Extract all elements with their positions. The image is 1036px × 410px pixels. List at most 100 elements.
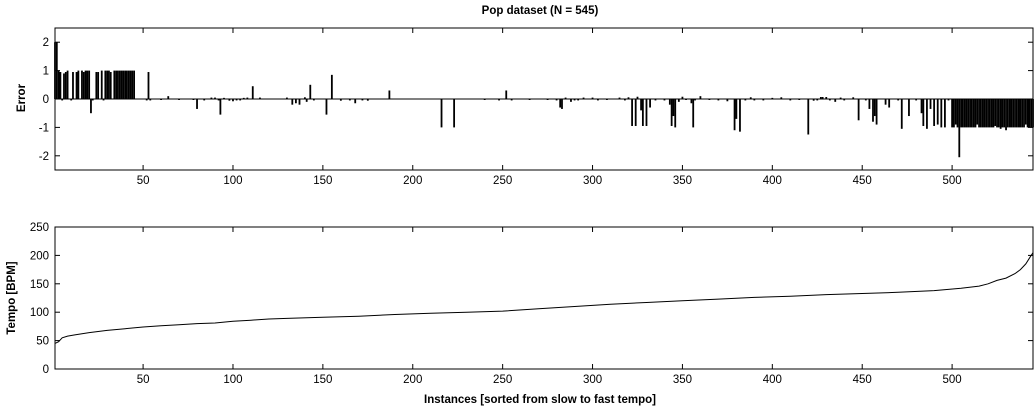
error-bar	[834, 99, 837, 102]
error-bar	[994, 99, 997, 126]
error-bar	[196, 99, 198, 109]
error-bar	[582, 97, 585, 99]
tempo-x-tick-label: 150	[313, 374, 332, 386]
tempo-y-tick-label: 0	[43, 364, 49, 376]
error-bar	[726, 99, 729, 102]
error-bar	[677, 99, 680, 102]
error-x-tick-label: 100	[223, 175, 242, 187]
error-bar	[825, 97, 828, 99]
error-plot: 50 100 150 200 250 300 350 400 450 500 -2 -1 0 1 2	[39, 27, 1034, 187]
error-x-tick-label: 250	[493, 175, 512, 187]
error-bar	[936, 99, 939, 125]
error-bar	[997, 99, 1000, 128]
error-bar	[104, 70, 107, 99]
tempo-y-tick-label: 200	[30, 250, 49, 262]
error-bar	[1008, 99, 1011, 128]
error-bar	[1023, 99, 1025, 128]
error-bar	[561, 99, 563, 109]
error-bar	[933, 99, 936, 126]
error-bar	[178, 99, 180, 100]
error-bar	[812, 99, 815, 101]
error-bar	[564, 97, 567, 99]
error-bar	[1010, 99, 1013, 128]
error-bar	[91, 99, 94, 101]
error-bar	[868, 99, 871, 109]
error-bar	[1001, 99, 1004, 128]
error-bar	[75, 72, 78, 99]
error-bar	[875, 99, 878, 125]
error-bar	[259, 97, 261, 99]
error-bar	[839, 97, 842, 99]
tempo-x-tick-label: 350	[673, 374, 692, 386]
error-bar	[57, 70, 60, 99]
error-bar	[606, 99, 608, 100]
error-bar	[699, 96, 702, 99]
error-bar	[640, 99, 642, 111]
error-bar	[816, 99, 819, 101]
error-bar	[645, 99, 648, 126]
error-y-tick-label: 2	[43, 37, 49, 49]
error-bar	[789, 99, 792, 101]
error-bar	[570, 99, 572, 102]
error-bar	[55, 42, 58, 99]
error-bar	[440, 99, 443, 128]
error-bar	[641, 99, 644, 126]
error-x-tick-label: 450	[853, 175, 872, 187]
error-bar	[672, 99, 675, 117]
error-bar	[819, 97, 822, 99]
error-bar	[77, 70, 80, 99]
tempo-x-tick-label: 500	[943, 374, 962, 386]
error-bar	[84, 70, 87, 99]
error-bar	[681, 96, 684, 99]
error-bar	[915, 99, 918, 101]
error-bar	[348, 99, 351, 101]
error-bar	[992, 99, 995, 128]
error-bar	[106, 70, 109, 99]
error-bar	[976, 99, 979, 125]
error-bar	[59, 72, 62, 99]
error-bar	[498, 99, 500, 101]
error-bar	[122, 70, 125, 99]
error-bar	[1006, 99, 1009, 128]
error-x-tick-label: 50	[137, 175, 150, 187]
error-y-tick-label: 0	[43, 94, 49, 106]
error-bar	[97, 72, 100, 99]
tempo-y-axis-label: Tempo [BPM]	[6, 261, 18, 334]
error-bar	[102, 99, 105, 101]
error-bar	[1014, 99, 1016, 128]
error-bar	[591, 97, 594, 99]
error-y-tick-label: 1	[43, 66, 49, 78]
error-bar	[366, 99, 369, 101]
error-bar	[967, 99, 970, 128]
error-bar	[956, 99, 959, 128]
error-bar	[627, 97, 630, 99]
error-bar	[744, 99, 747, 101]
error-bar	[118, 70, 121, 99]
error-y-tick-label: -2	[39, 151, 49, 163]
error-bar	[900, 99, 903, 129]
error-bar	[64, 72, 67, 99]
error-bar	[965, 99, 968, 128]
error-bar	[242, 97, 245, 99]
error-bar	[897, 99, 900, 101]
tempo-x-tick-label: 100	[223, 374, 242, 386]
error-bar	[983, 99, 986, 128]
error-bar	[81, 70, 83, 99]
tempo-plot: 50 100 150 200 250 300 350 400 450 500 0 50 100 150 20…	[30, 222, 1034, 386]
error-bar	[828, 99, 831, 101]
error-bar	[573, 99, 576, 101]
error-bar	[1026, 99, 1029, 128]
error-bar	[960, 99, 962, 128]
error-bar	[985, 99, 988, 128]
error-bar	[944, 99, 946, 128]
error-bar	[649, 99, 651, 108]
error-bar	[1003, 99, 1006, 128]
error-bar	[979, 99, 982, 128]
error-x-tick-label: 500	[943, 175, 962, 187]
error-bar	[987, 99, 989, 128]
chart-title: Pop dataset (N = 545)	[482, 5, 599, 17]
error-bar	[1024, 99, 1027, 125]
tempo-series-line	[54, 252, 1034, 344]
error-bar	[624, 99, 626, 101]
error-bar	[692, 99, 695, 128]
